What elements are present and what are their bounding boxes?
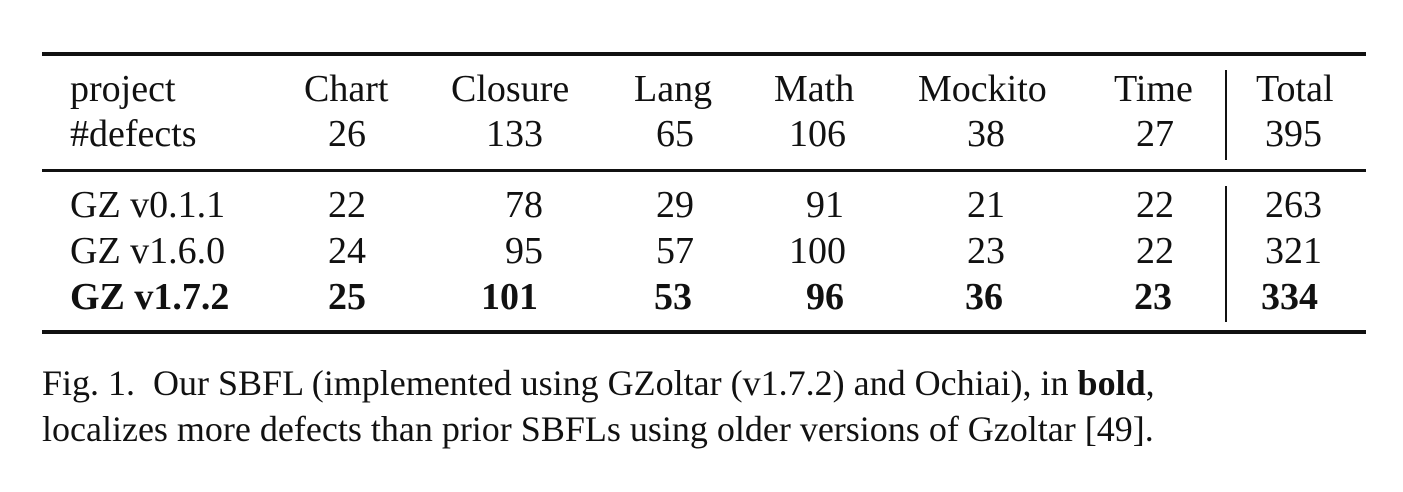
defects-total: 395 [1265, 113, 1322, 155]
table-cell: 78 [505, 184, 543, 226]
header-col-closure: Closure [451, 68, 570, 110]
header-col-total: Total [1256, 68, 1334, 110]
defects-mockito: 38 [967, 113, 1005, 155]
caption-comma: , [1145, 363, 1155, 403]
table-cell: 321 [1265, 230, 1322, 272]
table-cell: 263 [1265, 184, 1322, 226]
table-top-rule [42, 52, 1366, 56]
header-col-chart: Chart [304, 68, 389, 110]
table-cell: 22 [328, 184, 366, 226]
table-cell: 22 [1136, 184, 1174, 226]
defects-math: 106 [789, 113, 846, 155]
header-defects-label: #defects [70, 113, 197, 155]
defects-closure: 133 [486, 113, 543, 155]
row-label: GZ v1.6.0 [70, 230, 226, 272]
caption-text: Our SBFL (implemented using GZoltar (v1.… [153, 363, 1078, 403]
table-cell-highlighted: 23 [1134, 276, 1172, 318]
defects-lang: 65 [656, 113, 694, 155]
defects-chart: 26 [328, 113, 366, 155]
caption-line-2: localizes more defects than prior SBFLs … [42, 409, 1154, 449]
row-label-highlighted: GZ v1.7.2 [70, 276, 230, 318]
caption-line-1: Fig. 1. Our SBFL (implemented using GZolt… [42, 361, 1372, 406]
header-col-lang: Lang [634, 68, 713, 110]
table-cell: 100 [789, 230, 846, 272]
table-cell: 22 [1136, 230, 1174, 272]
total-separator-body [1225, 186, 1227, 322]
table-header-rule [42, 169, 1366, 172]
table-cell-highlighted: 101 [481, 276, 538, 318]
row-label: GZ v0.1.1 [70, 184, 226, 226]
header-col-mockito: Mockito [918, 68, 1047, 110]
table-cell: 29 [656, 184, 694, 226]
caption-bold-word: bold [1077, 363, 1146, 403]
table-cell: 91 [806, 184, 844, 226]
table-cell-highlighted: 53 [654, 276, 692, 318]
table-cell-highlighted: 36 [965, 276, 1003, 318]
figure-label: Fig. 1. [42, 363, 136, 403]
header-project-label: project [70, 68, 176, 110]
table-bottom-rule [42, 330, 1366, 334]
table-cell: 24 [328, 230, 366, 272]
table-cell-highlighted: 25 [328, 276, 366, 318]
table-cell: 57 [656, 230, 694, 272]
table-cell: 95 [505, 230, 543, 272]
table-cell-highlighted: 96 [806, 276, 844, 318]
defects-time: 27 [1136, 113, 1174, 155]
table-cell: 21 [967, 184, 1005, 226]
header-col-time: Time [1114, 68, 1193, 110]
table-cell-highlighted: 334 [1261, 276, 1318, 318]
header-col-math: Math [774, 68, 855, 110]
table-cell: 23 [967, 230, 1005, 272]
total-separator-header [1225, 70, 1227, 160]
